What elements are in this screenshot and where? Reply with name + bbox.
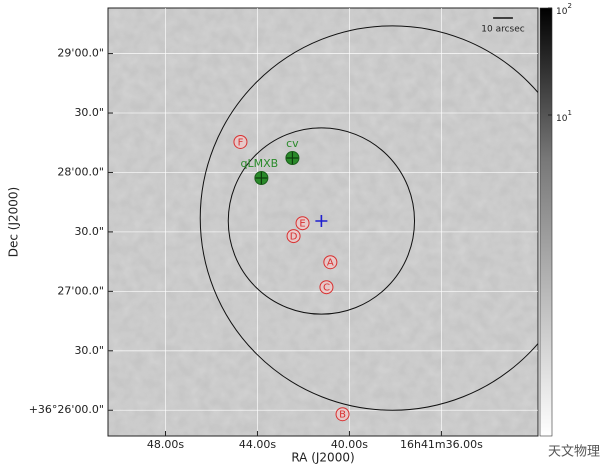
y-tick-label: +36°26'00.0"	[29, 403, 104, 416]
x-axis-label: RA (J2000)	[291, 451, 354, 465]
source-label: D	[290, 232, 298, 243]
source-marker	[286, 229, 301, 244]
tick-exponent: 1	[567, 109, 571, 117]
source-marker	[323, 255, 338, 270]
x-tick-label: 16h41m36.00s	[400, 438, 483, 451]
y-tick-label: 30.0"	[74, 344, 104, 357]
y-tick-label: 29'00.0"	[57, 47, 104, 60]
colorbar	[539, 7, 553, 437]
source-cross	[286, 151, 299, 164]
source-marker	[233, 134, 248, 149]
region-circle	[227, 127, 416, 315]
source-marker	[295, 216, 310, 231]
y-tick-label: 30.0"	[74, 225, 104, 238]
source-cross	[255, 172, 268, 185]
x-tick-label: 40.00s	[331, 438, 368, 451]
position-cross	[315, 215, 328, 228]
x-tick-label: 44.00s	[239, 438, 276, 451]
plot-layer	[108, 8, 538, 436]
y-tick-label: 30.0"	[74, 106, 104, 119]
x-tick-label: 48.00s	[147, 438, 184, 451]
tick-base: 10	[556, 7, 568, 17]
y-axis-label: Dec (J2000)	[7, 187, 21, 257]
source-label: cv	[286, 137, 299, 150]
source-label: F	[238, 137, 244, 148]
source-marker	[319, 280, 334, 295]
source-marker	[335, 407, 350, 422]
colorbar-tick-label: 102	[556, 2, 572, 17]
source-label: E	[299, 219, 305, 230]
scale-bar-label: 10 arcsec	[481, 25, 525, 35]
source-label: qLMXB	[241, 157, 279, 170]
region-circle	[199, 25, 538, 411]
source-label: A	[327, 258, 334, 269]
watermark: 天文物理	[548, 445, 600, 460]
colorbar-tick-label: 101	[556, 109, 572, 124]
y-tick-label: 27'00.0"	[57, 284, 104, 297]
source-label: B	[339, 410, 346, 421]
sky-noise	[108, 8, 538, 436]
source-label: C	[323, 283, 330, 294]
tick-exponent: 2	[567, 2, 571, 10]
plot-frame	[107, 7, 539, 437]
tick-base: 10	[556, 114, 568, 124]
y-tick-label: 28'00.0"	[57, 165, 104, 178]
